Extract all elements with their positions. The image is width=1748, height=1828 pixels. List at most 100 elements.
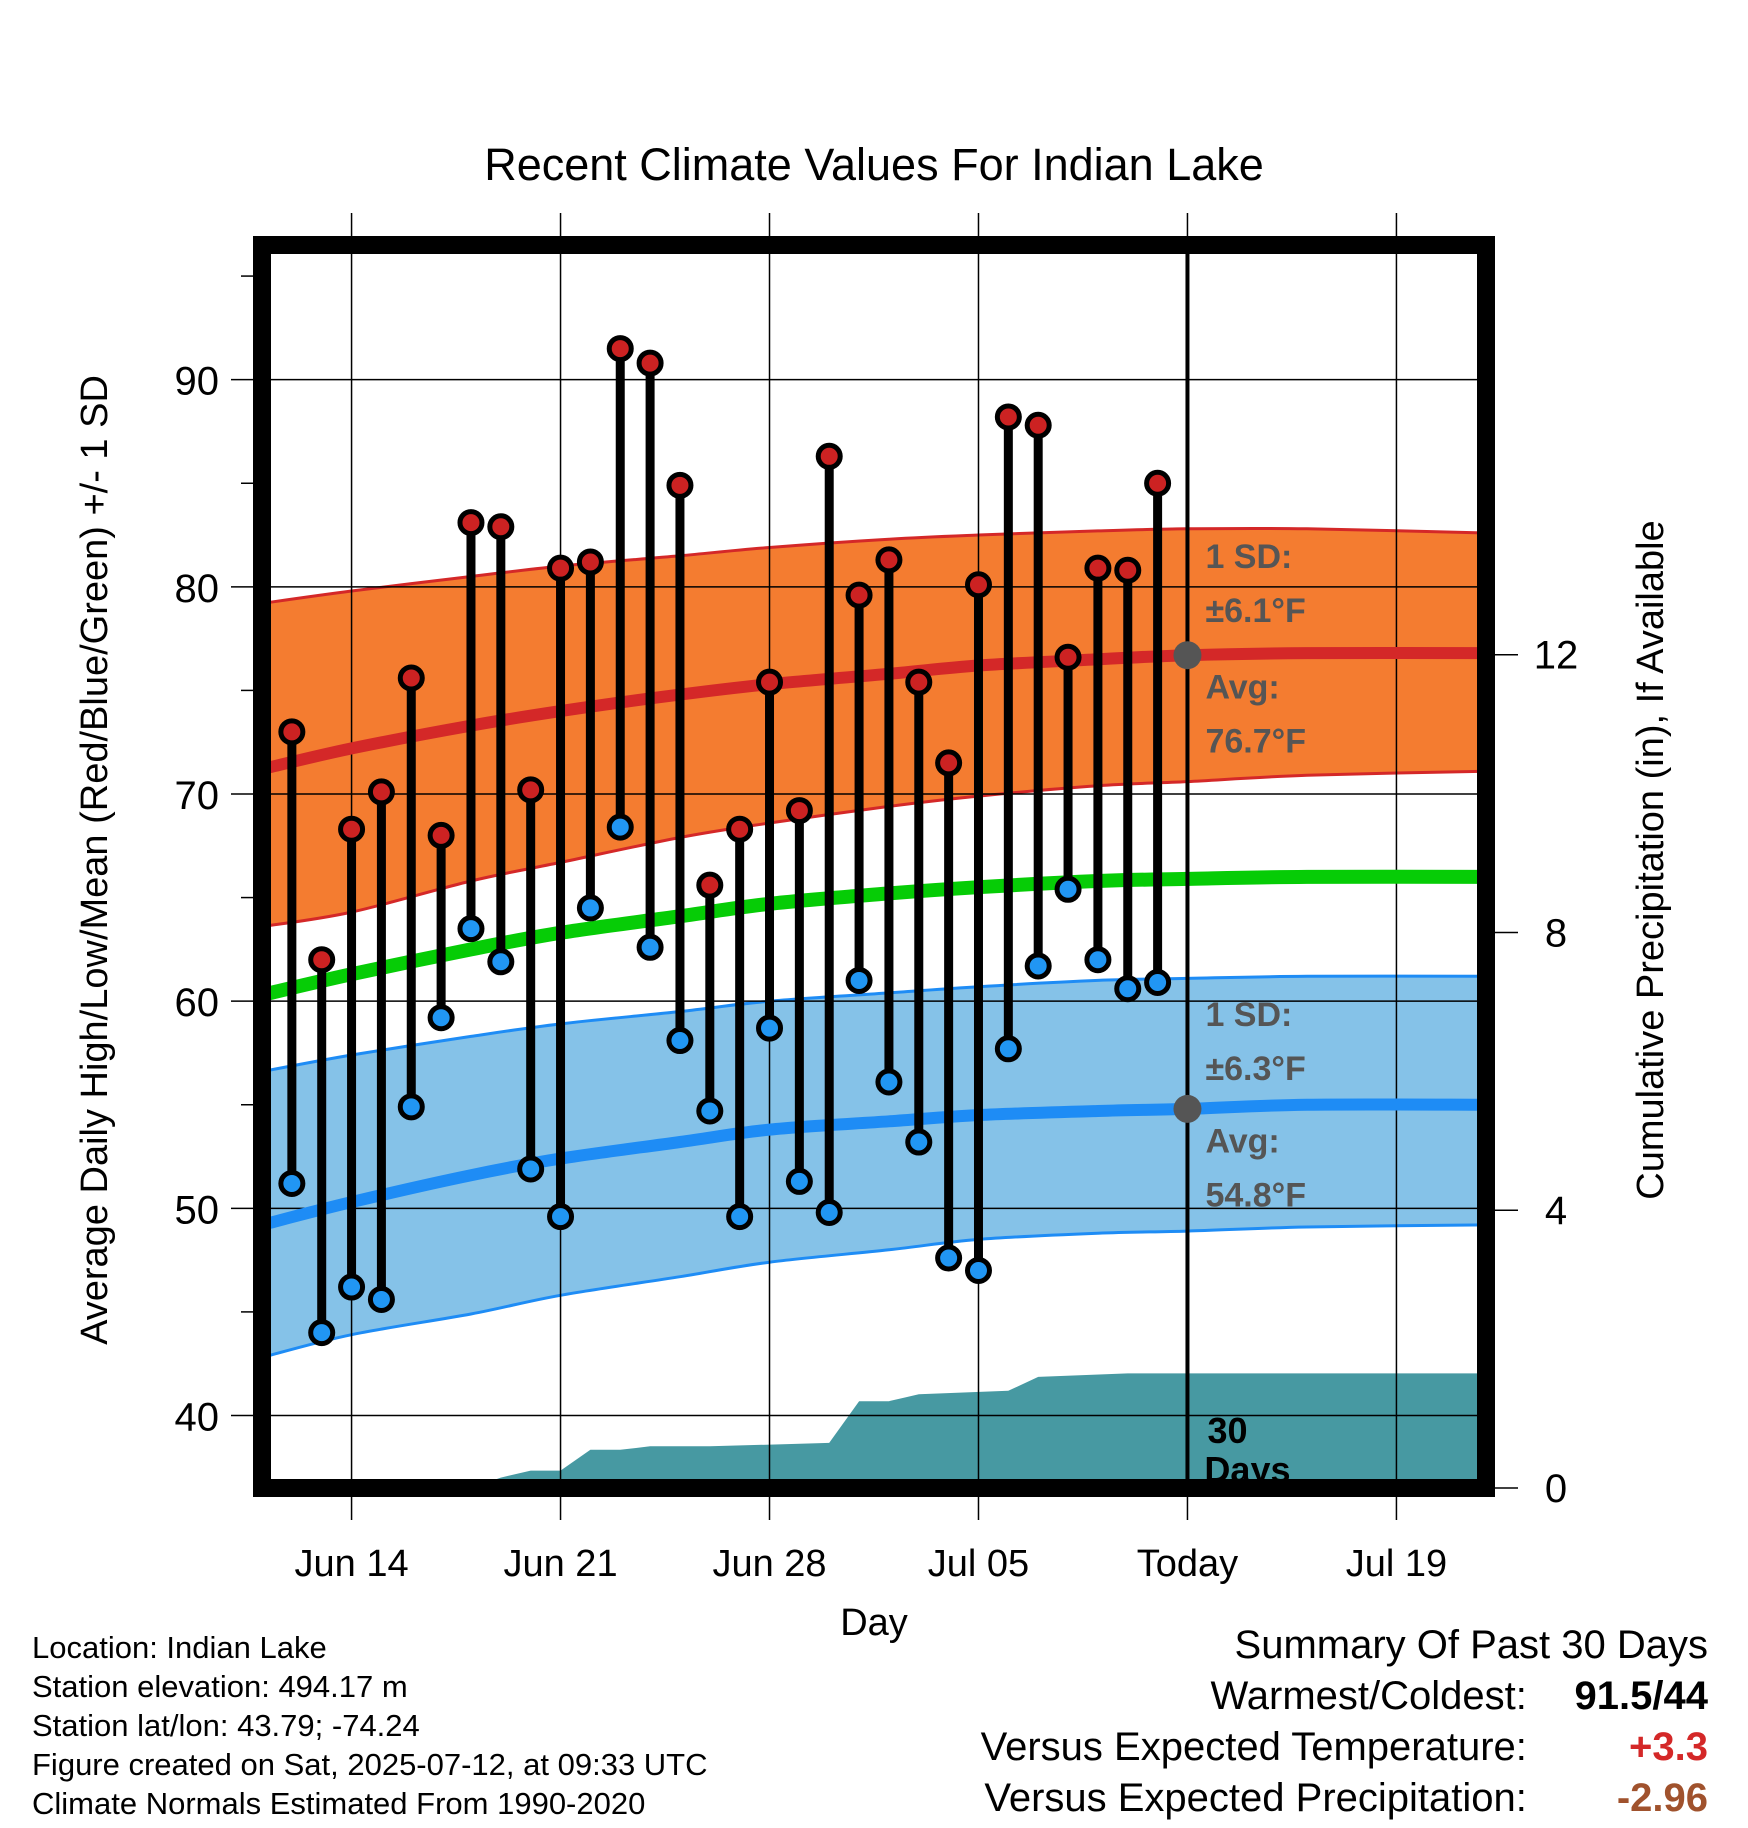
summary-panel: Summary Of Past 30 Days Warmest/Coldest:… [808, 1620, 1708, 1824]
today-high-avg-marker [1173, 641, 1202, 670]
daily-high-point [696, 871, 724, 899]
summary-temp-label: Versus Expected Temperature: [980, 1725, 1527, 1769]
summary-temp-value: +3.3 [1629, 1725, 1708, 1769]
y-axis: 40 50 60 70 80 90 [175, 275, 253, 1439]
high-mean-line [262, 646, 1486, 775]
info-location: Location: Indian Lake [32, 1630, 327, 1665]
daily-low-point [606, 813, 634, 841]
daily-high-point [785, 797, 813, 825]
daily-high-point [815, 442, 843, 470]
low-lower-edge [262, 1223, 1486, 1359]
x-tick-label: Today [1137, 1543, 1238, 1585]
daily-low-point [964, 1256, 992, 1284]
summary-temp-row: Versus Expected Temperature: +3.3 [808, 1722, 1708, 1773]
daily-low-point [487, 948, 515, 976]
daily-low-point [815, 1198, 843, 1226]
high-upper-edge [262, 526, 1486, 605]
y2-tick-label: 4 [1545, 1189, 1567, 1233]
daily-high-point [338, 815, 366, 843]
daily-series [278, 335, 1172, 1347]
daily-high-point [875, 546, 903, 574]
daily-low-point [427, 1004, 455, 1032]
days-count: 30 [1207, 1410, 1247, 1451]
daily-low-point [994, 1035, 1022, 1063]
y2-tick-label: 8 [1545, 911, 1567, 955]
today-low-avg-marker [1173, 1094, 1202, 1123]
y2-axis-label: Cumulative Precipitation (in), If Availa… [1630, 520, 1672, 1199]
x-tick-label: Jul 05 [928, 1543, 1029, 1585]
plot-content [262, 245, 1486, 1488]
high-sd-band [262, 528, 1486, 927]
x-tick-label: Jun 14 [295, 1543, 409, 1585]
daily-low-point [1024, 952, 1052, 980]
daily-low-point [845, 966, 873, 994]
daily-low-point [905, 1128, 933, 1156]
y-tick-label: 60 [175, 981, 220, 1025]
daily-low-point [636, 933, 664, 961]
daily-high-point [726, 815, 754, 843]
x-tick-label: Jun 21 [503, 1543, 617, 1585]
summary-precip-label: Versus Expected Precipitation: [984, 1776, 1527, 1820]
summary-warmest-row: Warmest/Coldest: 91.5/44 [808, 1671, 1709, 1722]
y-axis-label: Average Daily High/Low/Mean (Red/Blue/Gr… [74, 375, 116, 1345]
summary-precip-value: -2.96 [1616, 1776, 1708, 1820]
x-axis-label: Day [840, 1602, 908, 1644]
daily-low-point [875, 1068, 903, 1096]
high-sd-value: ±6.1°F [1205, 592, 1305, 630]
y-tick-label: 90 [175, 360, 220, 404]
daily-high-point [397, 664, 425, 692]
y2-tick-label: 12 [1534, 634, 1579, 678]
y2-axis: 0 4 8 12 [1495, 634, 1578, 1511]
low-avg-value: 54.8°F [1205, 1176, 1306, 1214]
daily-high-point [1144, 469, 1172, 497]
daily-low-point [696, 1097, 724, 1125]
daily-low-point [935, 1244, 963, 1272]
chart-title: Recent Climate Values For Indian Lake [484, 139, 1264, 190]
daily-low-point [1144, 969, 1172, 997]
daily-low-point [547, 1203, 575, 1231]
summary-warmest-label: Warmest/Coldest: [1210, 1674, 1527, 1718]
daily-high-point [964, 571, 992, 599]
y-tick-label: 70 [175, 774, 220, 818]
x-axis: Jun 14 Jun 21 Jun 28 Jul 05 Today Jul 19 [295, 213, 1447, 1585]
info-normals: Climate Normals Estimated From 1990-2020 [32, 1786, 646, 1821]
daily-low-point [517, 1155, 545, 1183]
daily-high-point [517, 776, 545, 804]
daily-low-point [785, 1167, 813, 1195]
summary-title: Summary Of Past 30 Days [1234, 1623, 1708, 1667]
daily-high-point [935, 749, 963, 777]
high-avg-value: 76.7°F [1205, 723, 1306, 761]
daily-low-point [338, 1273, 366, 1301]
daily-low-point [726, 1203, 754, 1231]
low-avg-label: Avg: [1205, 1122, 1279, 1160]
daily-low-point [1054, 875, 1082, 903]
daily-low-point [1114, 975, 1142, 1003]
daily-high-point [367, 778, 395, 806]
daily-high-point [457, 509, 485, 537]
high-sd-label: 1 SD: [1205, 538, 1292, 576]
low-sd-value: ±6.3°F [1205, 1050, 1305, 1088]
daily-high-point [1024, 411, 1052, 439]
daily-high-point [905, 668, 933, 696]
summary-precip-row: Versus Expected Precipitation: -2.96 [808, 1773, 1708, 1824]
station-info: Location: Indian Lake Station elevation:… [32, 1628, 708, 1823]
mean-line [262, 869, 1486, 1002]
daily-high-point [308, 946, 336, 974]
plot-area [253, 236, 1495, 1497]
low-sd-band [262, 976, 1486, 1358]
days-word: Days [1204, 1449, 1290, 1490]
daily-low-point [457, 915, 485, 943]
daily-low-point [756, 1014, 784, 1042]
daily-high-point [576, 548, 604, 576]
daily-high-point [1084, 554, 1112, 582]
daily-high-point [1114, 556, 1142, 584]
high-avg-label: Avg: [1205, 669, 1279, 707]
x-tick-label: Jun 28 [712, 1543, 826, 1585]
low-mean-line [262, 1098, 1486, 1231]
x-tick-label: Jul 19 [1346, 1543, 1447, 1585]
daily-low-point [1084, 946, 1112, 974]
daily-high-point [427, 821, 455, 849]
low-upper-edge [262, 974, 1486, 1074]
info-latlon: Station lat/lon: 43.79; -74.24 [32, 1708, 420, 1743]
